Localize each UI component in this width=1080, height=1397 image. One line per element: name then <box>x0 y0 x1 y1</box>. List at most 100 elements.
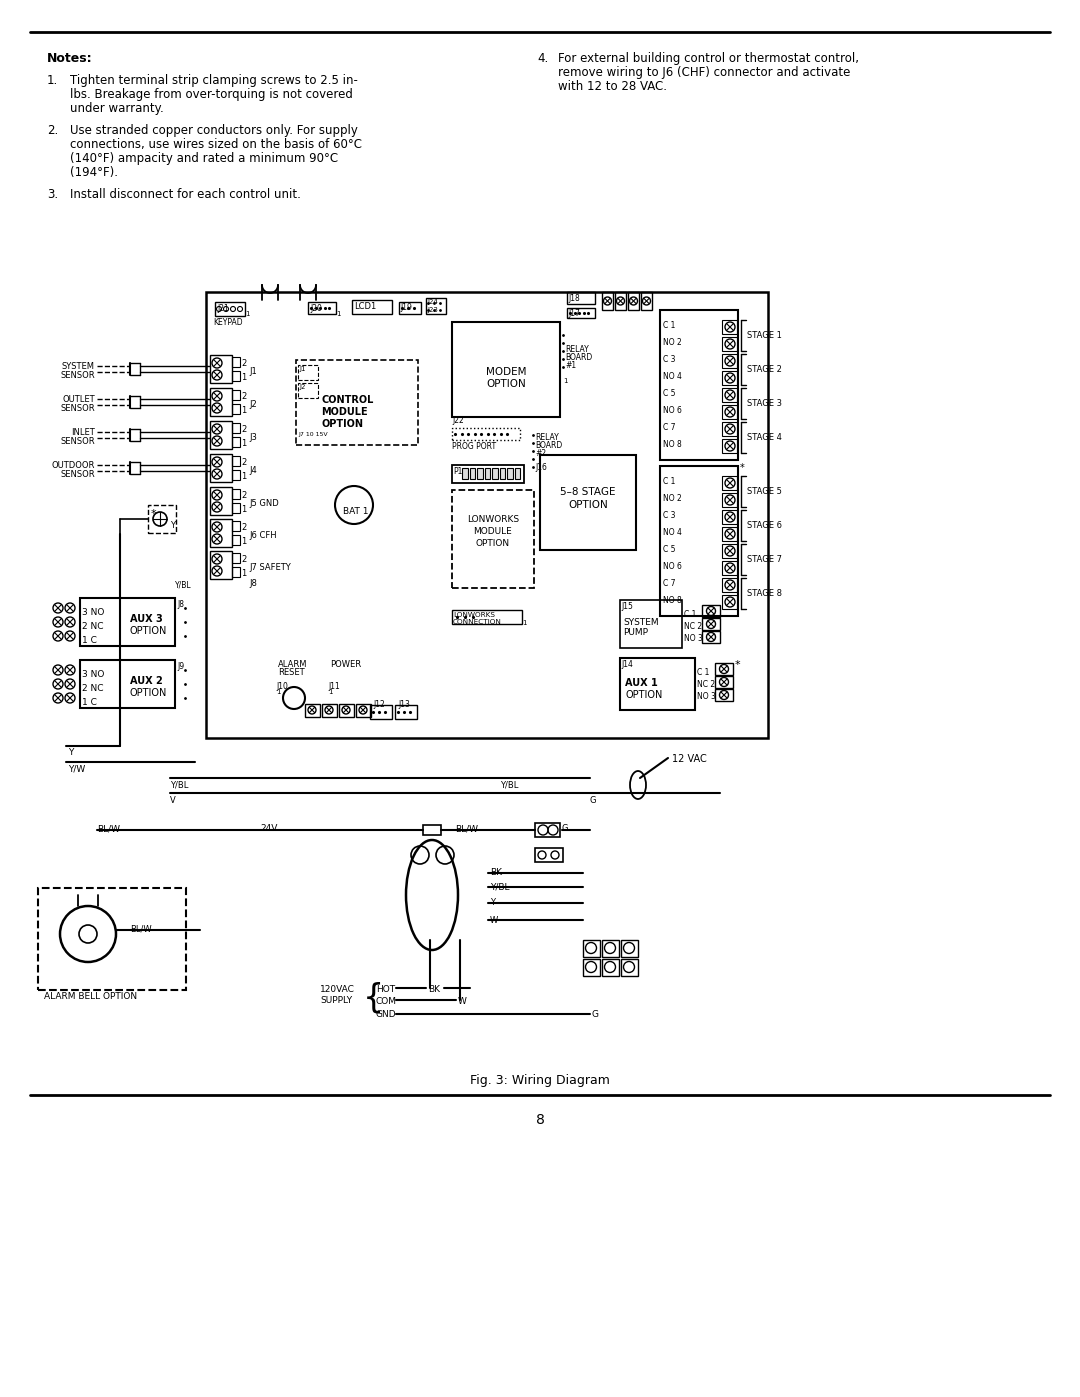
Bar <box>210 420 232 448</box>
Text: C 5: C 5 <box>663 388 675 398</box>
Text: 2: 2 <box>241 425 246 434</box>
Text: *: * <box>735 659 741 671</box>
Bar <box>339 704 354 717</box>
Text: OPTION: OPTION <box>130 626 167 636</box>
Text: J8: J8 <box>249 578 257 588</box>
Bar <box>621 940 638 957</box>
Text: J13: J13 <box>399 700 410 710</box>
Bar <box>80 598 175 645</box>
Text: KEYPAD: KEYPAD <box>213 319 243 327</box>
Bar <box>210 550 232 578</box>
Text: (194°F).: (194°F). <box>70 166 118 179</box>
Text: W: W <box>490 916 498 925</box>
Bar <box>702 605 720 617</box>
Text: C 7: C 7 <box>663 578 675 588</box>
Text: MODULE: MODULE <box>474 527 512 536</box>
Bar <box>210 388 232 416</box>
Text: NC 2: NC 2 <box>697 680 715 689</box>
Text: Y/BL: Y/BL <box>490 882 510 891</box>
Text: BAT 1: BAT 1 <box>343 507 368 515</box>
Text: 1: 1 <box>276 689 281 694</box>
Text: G: G <box>590 796 596 805</box>
Text: SYSTEM: SYSTEM <box>623 617 659 627</box>
Text: SENSOR: SENSOR <box>60 437 95 446</box>
Bar <box>370 705 392 719</box>
Bar <box>148 504 176 534</box>
Bar <box>660 310 738 460</box>
Text: NO 4: NO 4 <box>663 528 681 536</box>
Text: 2: 2 <box>241 458 246 467</box>
Text: COM: COM <box>376 997 397 1006</box>
Text: STAGE 3: STAGE 3 <box>747 400 782 408</box>
Bar <box>602 958 619 977</box>
Text: J7 SAFETY: J7 SAFETY <box>249 563 291 571</box>
Bar <box>395 705 417 719</box>
Text: BOARD: BOARD <box>565 353 592 362</box>
Bar <box>723 372 737 386</box>
Text: *: * <box>151 509 157 520</box>
Bar <box>723 353 737 367</box>
Bar <box>462 468 468 479</box>
Text: J10: J10 <box>276 682 288 692</box>
Text: J22: J22 <box>453 416 463 425</box>
Bar <box>232 372 240 381</box>
Text: MODULE: MODULE <box>321 407 367 416</box>
Bar <box>210 454 232 482</box>
Text: 2: 2 <box>241 359 246 367</box>
Bar <box>620 599 681 648</box>
Text: W: W <box>458 997 467 1006</box>
Text: 1: 1 <box>241 472 246 481</box>
Text: AUX 1: AUX 1 <box>625 678 658 687</box>
Bar <box>232 489 240 499</box>
Bar <box>232 437 240 447</box>
Text: J14: J14 <box>621 659 633 669</box>
Bar <box>723 388 737 402</box>
Text: J21: J21 <box>217 305 229 313</box>
Text: lbs. Breakage from over-torquing is not covered: lbs. Breakage from over-torquing is not … <box>70 88 353 101</box>
Text: NO 4: NO 4 <box>663 372 681 381</box>
Bar <box>298 383 318 398</box>
Text: INLET: INLET <box>71 427 95 437</box>
Bar <box>723 422 737 436</box>
Text: J12: J12 <box>373 700 384 710</box>
Text: BK: BK <box>428 985 440 995</box>
Bar <box>540 455 636 550</box>
Text: 1: 1 <box>241 373 246 381</box>
Text: BOARD: BOARD <box>535 441 563 450</box>
Text: STAGE 6: STAGE 6 <box>747 521 782 529</box>
Text: Y/W: Y/W <box>68 766 85 774</box>
Bar <box>305 704 320 717</box>
Text: 2: 2 <box>241 522 246 532</box>
Text: connections, use wires sized on the basis of 60°C: connections, use wires sized on the basi… <box>70 138 362 151</box>
Text: RELAY: RELAY <box>535 433 558 441</box>
Text: LONWORKS: LONWORKS <box>467 515 519 524</box>
Bar <box>453 490 534 588</box>
Text: J4: J4 <box>249 467 257 475</box>
Bar <box>535 848 563 862</box>
Text: C 1: C 1 <box>697 668 710 678</box>
Bar <box>232 455 240 467</box>
Bar <box>453 610 522 624</box>
Text: 1: 1 <box>336 312 340 317</box>
Bar <box>232 390 240 400</box>
Text: J18: J18 <box>568 293 580 303</box>
Text: STAGE 5: STAGE 5 <box>747 488 782 496</box>
Text: BL/W: BL/W <box>130 923 151 933</box>
Text: STAGE 4: STAGE 4 <box>747 433 782 441</box>
Text: SENSOR: SENSOR <box>60 469 95 479</box>
Text: BL/W: BL/W <box>455 824 478 833</box>
Text: J1: J1 <box>249 367 257 376</box>
Text: 4.: 4. <box>537 52 549 66</box>
Text: Install disconnect for each control unit.: Install disconnect for each control unit… <box>70 189 301 201</box>
Text: J6 CFH: J6 CFH <box>249 531 276 541</box>
Text: NO 6: NO 6 <box>663 562 681 571</box>
Text: 24V: 24V <box>260 824 278 833</box>
Text: J2: J2 <box>249 400 257 409</box>
Text: SENSOR: SENSOR <box>60 372 95 380</box>
Text: RESET: RESET <box>278 668 305 678</box>
Text: Fig. 3: Wiring Diagram: Fig. 3: Wiring Diagram <box>470 1074 610 1087</box>
Bar <box>723 320 737 334</box>
Text: 3.: 3. <box>48 189 58 201</box>
Text: J19: J19 <box>400 303 411 312</box>
Text: 1: 1 <box>563 379 567 384</box>
